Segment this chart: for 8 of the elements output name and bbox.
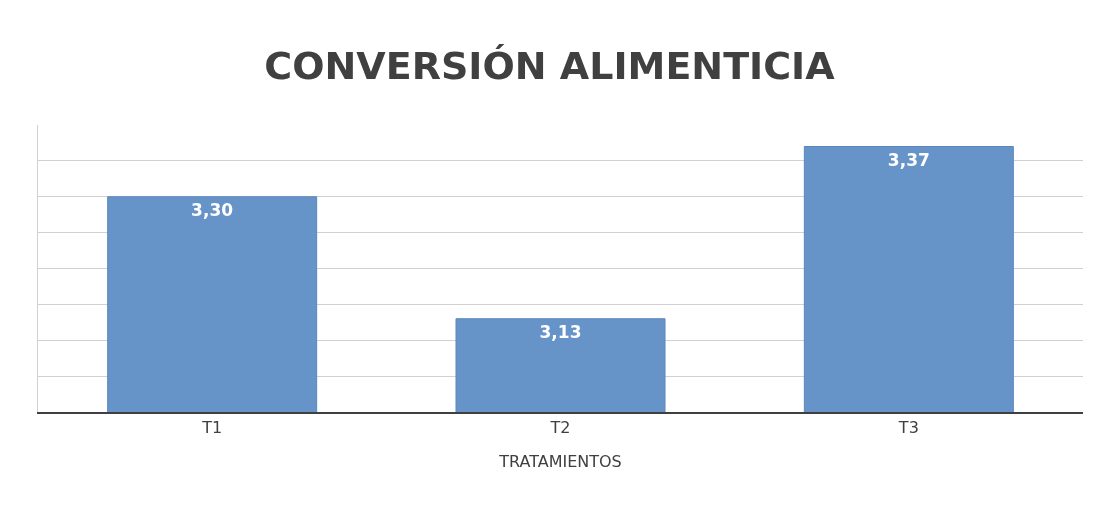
chart-title: CONVERSIÓN ALIMENTICIA (264, 44, 836, 89)
data-label: 3,30 (191, 199, 234, 220)
x-tick-label: T1 (201, 418, 223, 438)
x-tick-label: T3 (897, 418, 919, 438)
data-label: 3,13 (539, 321, 582, 342)
x-axis-title: TRATAMIENTOS (498, 452, 622, 472)
data-label: 3,37 (887, 149, 930, 170)
x-tick-label: T2 (549, 418, 571, 438)
